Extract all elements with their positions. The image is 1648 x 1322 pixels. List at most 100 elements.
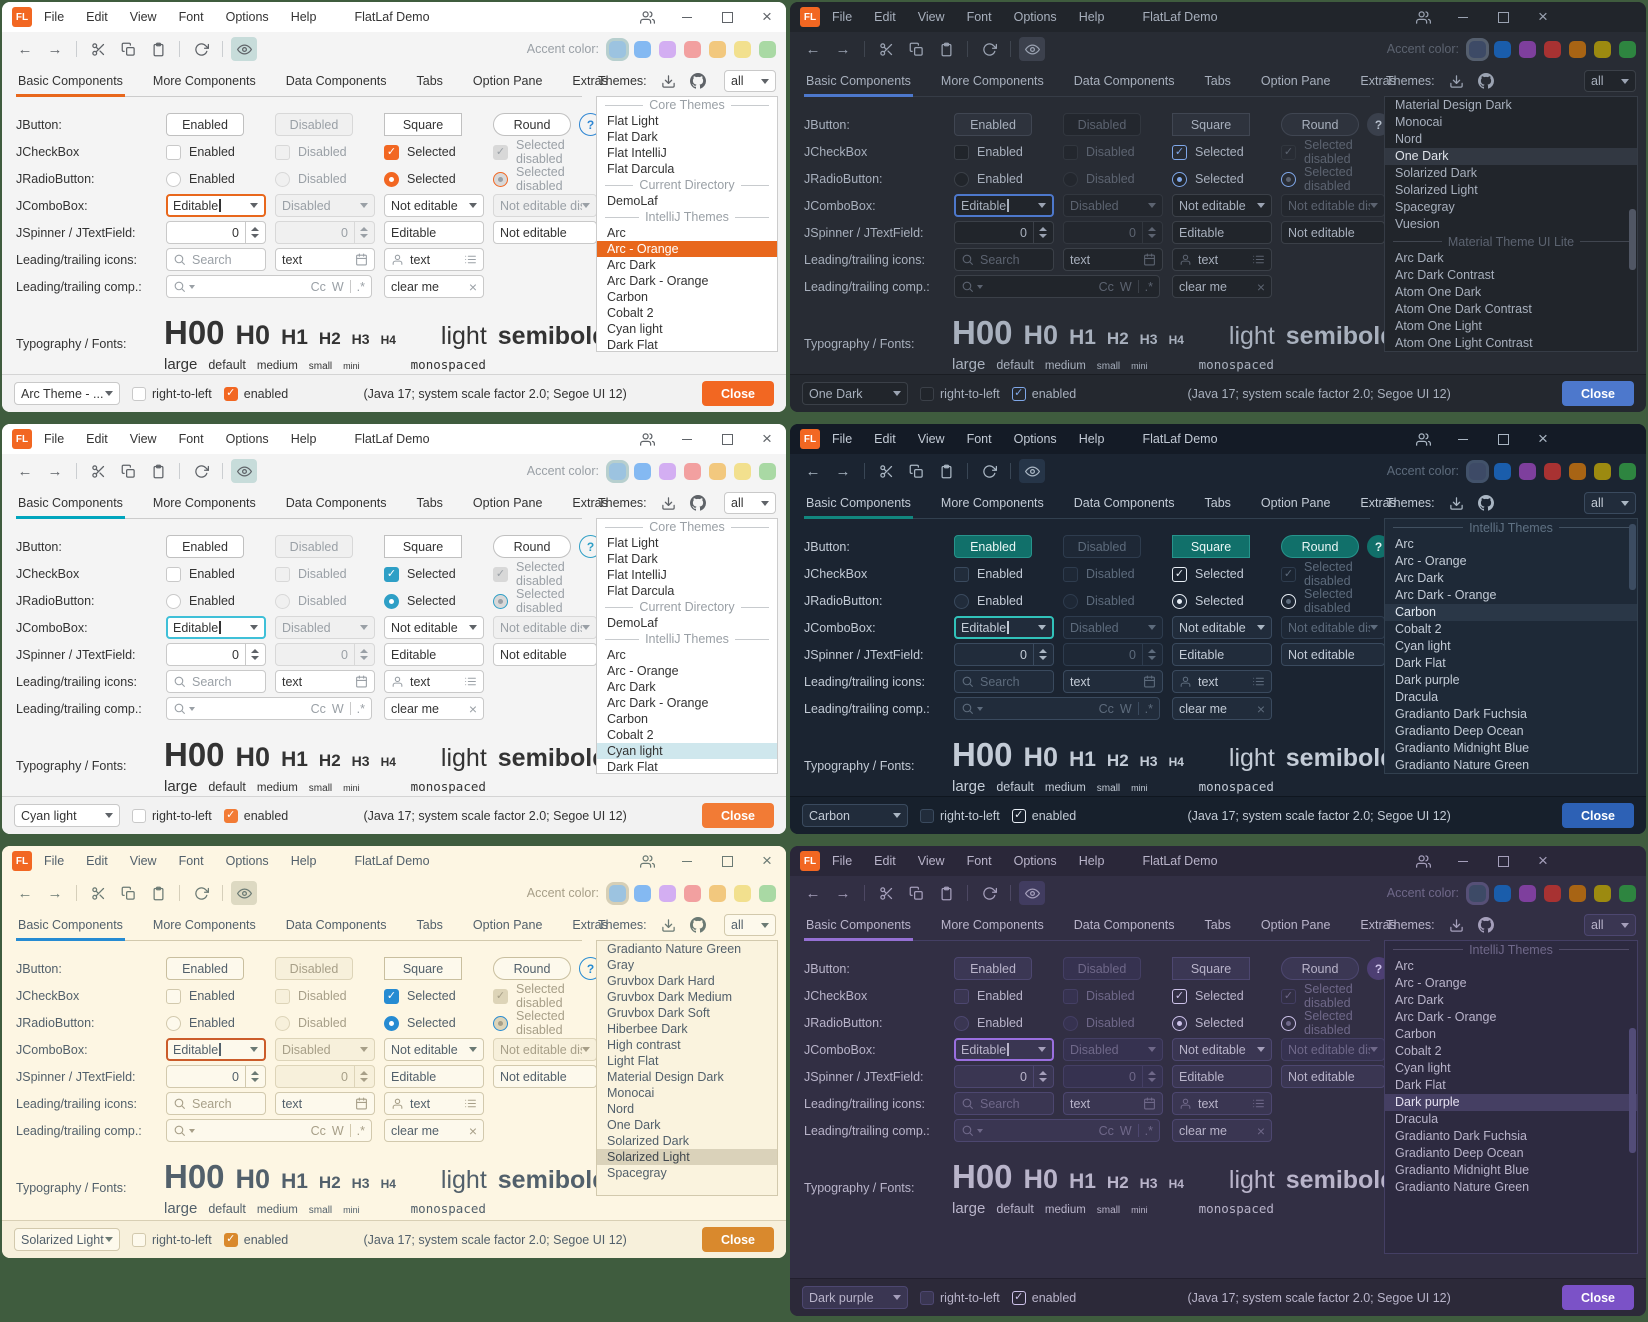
accent-swatch-3[interactable]	[1519, 40, 1536, 58]
eye-icon[interactable]	[1019, 881, 1045, 905]
calendar-icon[interactable]	[1143, 675, 1156, 688]
download-icon[interactable]	[661, 496, 676, 511]
search-icon[interactable]	[961, 280, 974, 293]
match-case-button[interactable]: Cc	[310, 1123, 326, 1138]
back-icon[interactable]: ←	[805, 40, 821, 58]
spinner-arrows[interactable]	[1033, 222, 1047, 243]
clear-icon[interactable]: ×	[468, 278, 477, 295]
checkbox-enabled[interactable]: Enabled	[954, 988, 1061, 1004]
copy-icon[interactable]	[115, 459, 141, 483]
spinner[interactable]: 0	[954, 643, 1054, 666]
theme-item[interactable]: Gradianto Nature Green	[1395, 758, 1530, 772]
menu-options[interactable]: Options	[1013, 10, 1057, 24]
forward-icon[interactable]: →	[47, 40, 63, 58]
copy-icon[interactable]	[903, 459, 929, 483]
match-case-button[interactable]: Cc	[310, 701, 326, 716]
theme-item[interactable]: Gradianto Deep Ocean	[1395, 724, 1524, 738]
themes-filter-select[interactable]: all	[1584, 914, 1636, 936]
spinner-arrows[interactable]	[1033, 1066, 1047, 1087]
theme-item[interactable]: Flat IntelliJ	[607, 146, 667, 160]
close-window-button[interactable]: ×	[1538, 429, 1548, 448]
theme-item[interactable]: Gradianto Dark Fuchsia	[1395, 1129, 1528, 1143]
menu-edit[interactable]: Edit	[86, 10, 108, 24]
clear-icon[interactable]: ×	[1256, 1122, 1265, 1139]
radio-enabled[interactable]: Enabled	[954, 1015, 1061, 1031]
square-button[interactable]: Square	[1172, 957, 1250, 980]
maximize-button[interactable]	[1494, 852, 1512, 870]
menu-view[interactable]: View	[917, 10, 945, 24]
tab-data-components[interactable]: Data Components	[1073, 74, 1175, 88]
tab-extras[interactable]: Extras	[1360, 918, 1396, 932]
theme-item[interactable]: Atom One Light Contrast	[1395, 336, 1533, 350]
enabled-checkbox[interactable]: ✓ enabled	[1011, 386, 1076, 401]
theme-item[interactable]: Solarized Dark	[607, 1134, 689, 1148]
close-window-button[interactable]: ×	[762, 429, 772, 448]
right-to-left-checkbox[interactable]: right-to-left	[920, 386, 1000, 401]
theme-item[interactable]: Gradianto Midnight Blue	[1395, 741, 1530, 755]
theme-item[interactable]: Gradianto Dark Fuchsia	[1395, 707, 1528, 721]
close-button[interactable]: Close	[1562, 1285, 1634, 1310]
accent-swatch-1[interactable]	[1469, 884, 1486, 902]
clear-icon[interactable]: ×	[468, 700, 477, 717]
user-list-input[interactable]: text	[1172, 1092, 1272, 1115]
theme-item[interactable]: Arc Dark	[1395, 571, 1444, 585]
whole-words-button[interactable]: W	[331, 701, 344, 716]
checkbox-selected[interactable]: ✓ Selected	[1172, 566, 1279, 582]
calendar-icon[interactable]	[355, 675, 368, 688]
list-icon[interactable]	[464, 1097, 477, 1110]
minimize-button[interactable]	[678, 8, 696, 26]
cut-icon[interactable]	[873, 37, 899, 61]
clear-me-input[interactable]: clear me ×	[384, 697, 484, 720]
theme-item[interactable]: Dark Flat	[607, 338, 658, 352]
cut-icon[interactable]	[85, 37, 111, 61]
checkbox-enabled[interactable]: Enabled	[166, 144, 273, 160]
accent-swatch-1[interactable]	[609, 884, 626, 902]
theme-item[interactable]: Spacegray	[607, 1166, 667, 1180]
menu-options[interactable]: Options	[1013, 432, 1057, 446]
radio-enabled[interactable]: Enabled	[166, 593, 273, 609]
clear-me-input[interactable]: clear me ×	[384, 275, 484, 298]
radio-enabled[interactable]: Enabled	[954, 593, 1061, 609]
themes-filter-select[interactable]: all	[1584, 70, 1636, 92]
theme-item[interactable]: Gruvbox Dark Soft	[607, 1006, 710, 1020]
editable-textfield[interactable]: Editable	[384, 221, 484, 244]
user-list-input[interactable]: text	[384, 1092, 484, 1115]
accent-swatch-1[interactable]	[1469, 40, 1486, 58]
menu-file[interactable]: File	[832, 10, 853, 24]
accent-swatch-2[interactable]	[1494, 884, 1511, 902]
not-editable-combobox[interactable]: Not editable	[1172, 1038, 1272, 1061]
square-button[interactable]: Square	[1172, 113, 1250, 136]
download-icon[interactable]	[661, 74, 676, 89]
theme-item[interactable]: Cyan light	[607, 322, 663, 336]
users-icon[interactable]	[1414, 430, 1432, 448]
regex-button[interactable]: .*	[356, 701, 365, 716]
menu-help[interactable]: Help	[290, 432, 317, 446]
accent-swatch-5[interactable]	[1569, 40, 1586, 58]
forward-icon[interactable]: →	[835, 884, 851, 902]
theme-item[interactable]: Cobalt 2	[1395, 1044, 1442, 1058]
menu-view[interactable]: View	[129, 432, 157, 446]
minimize-button[interactable]	[678, 852, 696, 870]
round-button[interactable]: Round	[493, 535, 571, 558]
github-icon[interactable]	[1478, 73, 1494, 89]
theme-item[interactable]: Vuesion	[1395, 217, 1440, 231]
theme-item[interactable]: DemoLaf	[607, 616, 658, 630]
menu-edit[interactable]: Edit	[86, 854, 108, 868]
spinner-arrows[interactable]	[1033, 644, 1047, 665]
whole-words-button[interactable]: W	[331, 279, 344, 294]
tab-tabs[interactable]: Tabs	[416, 918, 443, 932]
list-icon[interactable]	[1252, 1097, 1265, 1110]
tab-data-components[interactable]: Data Components	[285, 496, 387, 510]
tab-option-pane[interactable]: Option Pane	[1260, 496, 1331, 510]
close-button[interactable]: Close	[1562, 381, 1634, 406]
menu-file[interactable]: File	[44, 432, 65, 446]
calendar-icon[interactable]	[355, 253, 368, 266]
enabled-checkbox[interactable]: ✓ enabled	[223, 1232, 288, 1247]
regex-button[interactable]: .*	[1144, 701, 1153, 716]
tab-more-components[interactable]: More Components	[940, 496, 1044, 510]
theme-item[interactable]: Light Flat	[607, 1054, 659, 1068]
github-icon[interactable]	[690, 917, 706, 933]
theme-item-selected[interactable]: One Dark	[1385, 148, 1637, 165]
theme-item[interactable]: Arc Dark - Orange	[607, 696, 709, 710]
round-button[interactable]: Round	[493, 957, 571, 980]
